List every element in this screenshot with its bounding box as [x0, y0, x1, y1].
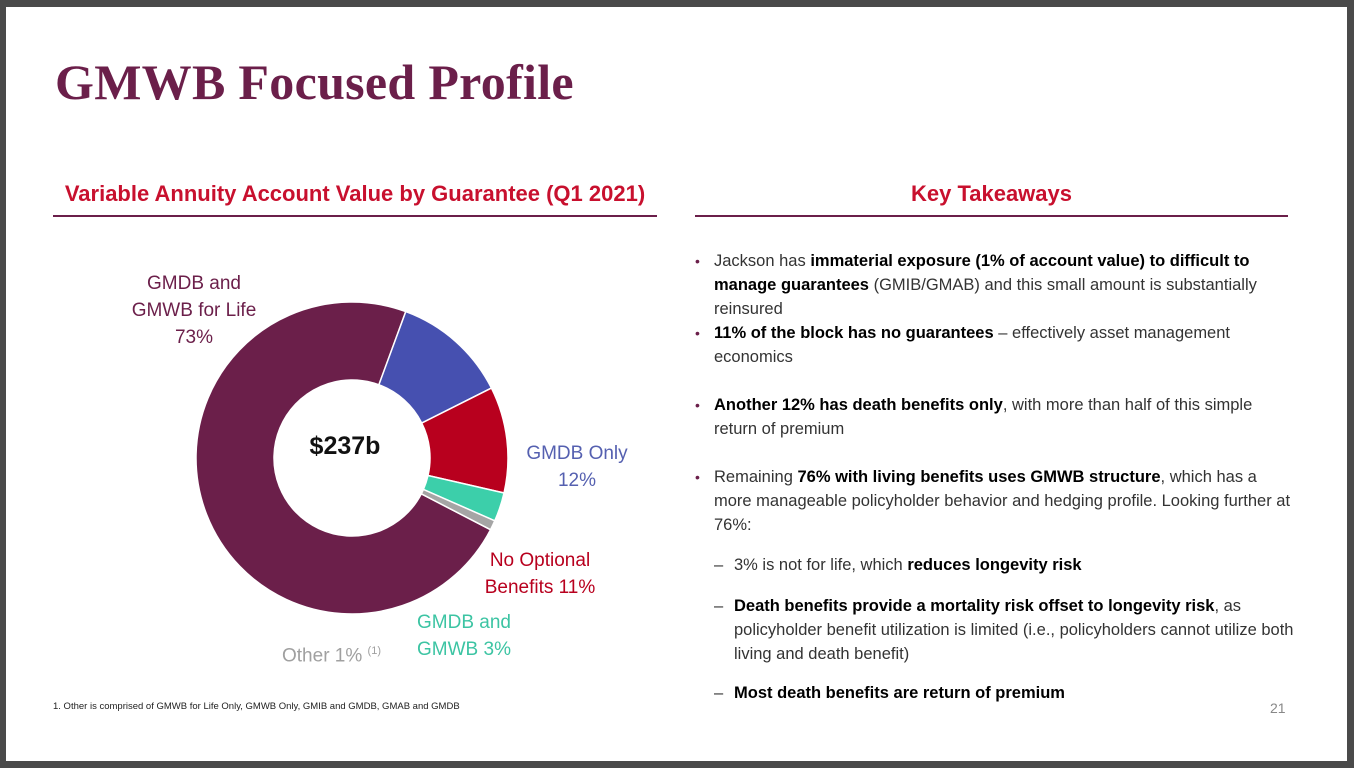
dash-icon: – [714, 597, 724, 615]
slice-label-no-optional: No Optional Benefits 11% [484, 550, 596, 598]
takeaway-item: • 11% of the block has no guarantees – e… [695, 321, 1294, 369]
takeaway-item: • Jackson has immaterial exposure (1% of… [695, 249, 1294, 321]
takeaways-heading: Key Takeaways [695, 181, 1288, 217]
bullet-icon: • [695, 397, 700, 413]
bullet-icon: • [695, 469, 700, 485]
sub-takeaway-item: – Death benefits provide a mortality ris… [714, 594, 1294, 666]
bullet-icon: • [695, 253, 700, 269]
donut-slice-gmdb-and-gmwb-for-life [195, 301, 492, 615]
page-number: 21 [1270, 700, 1286, 716]
takeaway-item: • Remaining 76% with living benefits use… [695, 465, 1294, 537]
slice-label-gmdb-gmwb: GMDB and GMWB 3% [417, 612, 511, 660]
footnote-mark: (1) [367, 645, 381, 657]
slice-label-gmdb-only: GMDB Only 12% [526, 443, 628, 491]
dash-icon: – [714, 556, 724, 574]
donut-center-value: $237b [309, 432, 381, 460]
slice-label-gmdb-gmwb-life: GMDB and GMWB for Life 73% [131, 273, 257, 348]
dash-icon: – [714, 684, 724, 702]
chart-heading: Variable Annuity Account Value by Guaran… [53, 181, 657, 217]
sub-takeaway-item: – Most death benefits are return of prem… [714, 681, 1294, 705]
footnote: 1. Other is comprised of GMWB for Life O… [53, 701, 460, 712]
bullet-icon: • [695, 325, 700, 341]
donut-slice-other [420, 488, 496, 531]
sub-takeaway-item: – 3% is not for life, which reduces long… [714, 553, 1294, 577]
takeaway-item: • Another 12% has death benefits only, w… [695, 393, 1294, 441]
slice-label-other: Other 1% (1) [282, 645, 381, 667]
slide-title: GMWB Focused Profile [55, 54, 574, 110]
